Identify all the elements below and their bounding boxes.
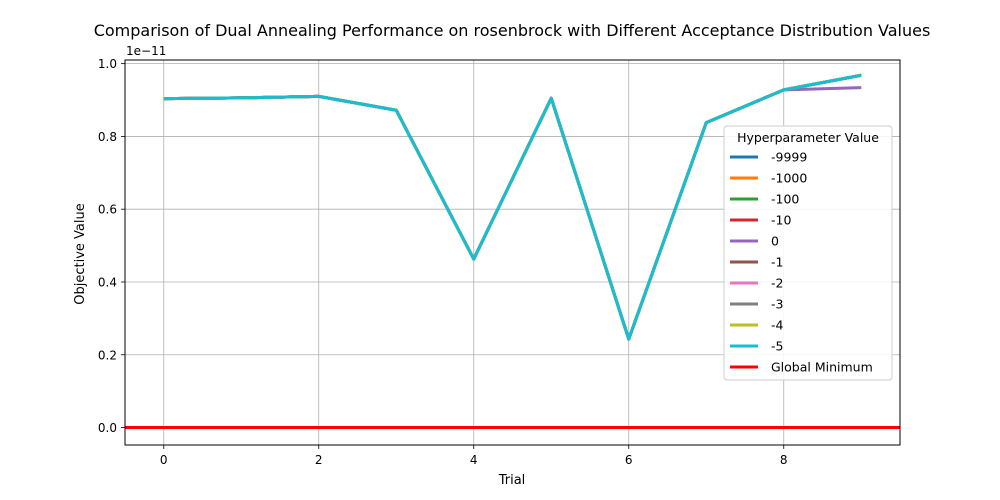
y-tick-label: 0.2 [98,348,117,362]
legend-label: Global Minimum [771,360,873,375]
series-line-9 [163,73,862,341]
y-offset-label: 1e−11 [126,44,166,58]
y-tick-label: 0.0 [98,421,117,435]
x-axis-label: Trial [498,473,526,488]
x-tick-label: 4 [470,453,478,467]
legend-label: -4 [771,318,784,333]
legend: Hyperparameter Value-9999-1000-100-100-1… [723,125,893,381]
y-tick-label: 0.8 [98,130,117,144]
legend-label: 0 [771,234,779,249]
legend-label: -100 [771,192,799,207]
legend-label: -5 [771,339,783,354]
y-tick-label: 1.0 [98,57,117,71]
legend-title: Hyperparameter Value [737,130,879,145]
y-axis-label: Objective Value [73,203,88,304]
x-tick-label: 6 [625,453,633,467]
series-lines [125,73,900,430]
chart-title: Comparison of Dual Annealing Performance… [94,21,931,40]
x-tick-label: 2 [315,453,323,467]
legend-label: -2 [771,276,783,291]
x-tick-label: 0 [160,453,168,467]
tick-labels: 0 2 4 6 8 0.0 0.2 0.4 0.6 0.8 1.0 [98,57,788,467]
x-tick-label: 8 [780,453,788,467]
legend-label: -9999 [771,150,807,165]
legend-label: -3 [771,297,783,312]
legend-box [723,125,893,381]
plot-frame [124,59,901,446]
legend-label: -1 [771,255,783,270]
y-tick-label: 0.6 [98,203,117,217]
legend-label: -1000 [771,171,807,186]
y-tick-label: 0.4 [98,275,117,289]
legend-label: -10 [771,213,791,228]
